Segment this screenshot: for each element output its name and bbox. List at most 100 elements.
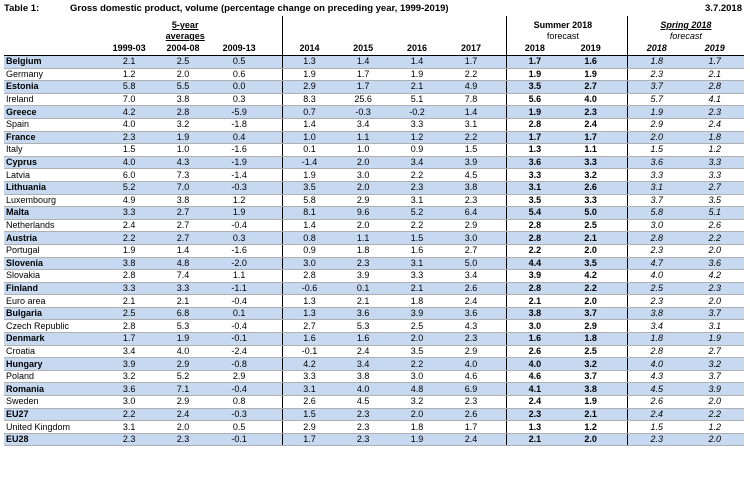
value-cell: 4.5 [336, 395, 391, 409]
table-row: Romania 3.6 7.1 -0.4 3.1 4.0 4.8 6.9 4.1 3.8 4.5 3.… [4, 382, 744, 397]
value-cell: 1.6 [281, 332, 337, 346]
value-cell: 1.7 [281, 433, 337, 447]
value-cell: 2.9 [155, 357, 212, 371]
country-name: Hungary [4, 357, 104, 371]
value-cell: 0.0 [211, 80, 268, 94]
value-cell: 4.6 [444, 370, 498, 384]
value-cell: 2.3 [506, 408, 563, 422]
value-cell: 3.2 [390, 395, 445, 409]
value-cell: 4.1 [506, 382, 563, 397]
value-cell: -1.4 [281, 156, 337, 170]
value-cell: 3.8 [626, 307, 686, 321]
value-cell: 5.7 [626, 93, 686, 107]
value-cell: 4.0 [103, 118, 155, 132]
value-cell: 5.8 [103, 80, 155, 94]
value-cell: 3.0 [281, 257, 337, 271]
value-cell: 1.9 [211, 206, 268, 220]
value-cell: 1.5 [626, 143, 686, 157]
value-cell: 2.7 [444, 244, 498, 258]
value-cell: 5.8 [626, 206, 686, 220]
value-cell: 2.9 [281, 80, 337, 94]
value-cell: 3.6 [444, 307, 498, 321]
table-row: Slovenia 3.8 4.8 -2.0 3.0 2.3 3.1 5.0 4.4 3.5 4.7 3… [4, 257, 744, 271]
value-cell: 3.7 [626, 194, 686, 208]
value-cell: 2.7 [685, 345, 744, 359]
value-cell: 2.0 [336, 219, 391, 233]
value-cell: 3.4 [626, 319, 686, 334]
value-cell: 2.1 [562, 231, 619, 245]
country-name: Sweden [4, 395, 104, 409]
value-cell: 3.6 [626, 156, 686, 170]
value-cell: 1.4 [444, 105, 498, 119]
value-cell: 2.3 [336, 257, 391, 271]
value-cell: 1.9 [562, 395, 619, 409]
value-cell: 4.2 [281, 357, 337, 371]
value-cell: 2.5 [626, 282, 686, 296]
value-cell: 3.2 [562, 168, 619, 182]
value-cell: 3.7 [685, 307, 744, 321]
value-cell: 3.3 [103, 206, 155, 220]
value-cell: 2.6 [444, 282, 498, 296]
value-cell: 3.5 [506, 80, 563, 94]
year-header: 1999-03 [103, 42, 155, 56]
value-cell: 3.6 [103, 382, 155, 397]
country-name: Estonia [4, 80, 104, 94]
value-cell: 3.7 [685, 370, 744, 384]
value-cell: 2.7 [685, 181, 744, 195]
value-cell: 2.8 [685, 80, 744, 94]
value-cell: 0.8 [281, 231, 337, 245]
value-cell: 1.9 [390, 68, 445, 82]
value-cell: 3.8 [103, 257, 155, 271]
country-name: Bulgaria [4, 307, 104, 321]
value-cell: 1.0 [155, 143, 212, 157]
value-cell: 2.0 [562, 433, 619, 447]
value-cell: 3.4 [336, 118, 391, 132]
value-cell: 4.2 [562, 269, 619, 283]
value-cell: 1.7 [336, 68, 391, 82]
value-cell: -1.8 [211, 118, 268, 132]
value-cell: 5.2 [103, 181, 155, 195]
country-name: United Kingdom [4, 420, 104, 434]
value-cell: 0.9 [390, 143, 445, 157]
value-cell: 2.3 [444, 395, 498, 409]
value-cell: 0.9 [281, 244, 337, 258]
table-row: Italy 1.5 1.0 -1.6 0.1 1.0 0.9 1.5 1.3 1.1 1.5 1.2 [4, 143, 744, 157]
country-name: Spain [4, 118, 104, 132]
value-cell: 1.5 [444, 143, 498, 157]
value-cell: -1.4 [211, 168, 268, 182]
name-column-header [4, 42, 104, 56]
value-cell: 2.6 [506, 345, 563, 359]
value-cell: 25.6 [336, 93, 391, 107]
value-cell: 2.8 [506, 282, 563, 296]
value-cell: 7.3 [155, 168, 212, 182]
value-cell: 1.9 [626, 105, 686, 119]
year-header: 2017 [444, 42, 498, 56]
year-header: 2009-13 [211, 42, 268, 56]
value-cell: 2.0 [155, 420, 212, 434]
value-cell: 3.3 [155, 282, 212, 296]
value-cell: 3.0 [444, 231, 498, 245]
value-cell: 2.3 [103, 433, 155, 447]
value-cell: 2.3 [626, 68, 686, 82]
table-row: EU28 2.3 2.3 -0.1 1.7 2.3 1.9 2.4 2.1 2.0 2.3 2.0 [4, 433, 744, 447]
value-cell: 3.6 [685, 257, 744, 271]
table-row: Ireland 7.0 3.8 0.3 8.3 25.6 5.1 7.8 5.6 4.0 5.7 4.… [4, 93, 744, 107]
value-cell: -1.6 [211, 244, 268, 258]
value-cell: 2.8 [506, 118, 563, 132]
value-cell: 1.3 [506, 420, 563, 434]
value-cell: 2.4 [103, 219, 155, 233]
value-cell: 6.4 [444, 206, 498, 220]
year-header: 2016 [390, 42, 445, 56]
table-number: Table 1: [4, 3, 40, 14]
value-cell: 5.3 [336, 319, 391, 334]
country-name: EU27 [4, 408, 104, 422]
value-cell: 4.3 [444, 319, 498, 334]
value-cell: 0.7 [281, 105, 337, 119]
country-name: France [4, 131, 104, 145]
value-cell: 2.1 [506, 433, 563, 447]
value-cell: 1.6 [390, 244, 445, 258]
value-cell: 7.8 [444, 93, 498, 107]
value-cell: 1.2 [685, 420, 744, 434]
value-cell: 1.7 [444, 55, 498, 69]
value-cell: 3.3 [390, 118, 445, 132]
